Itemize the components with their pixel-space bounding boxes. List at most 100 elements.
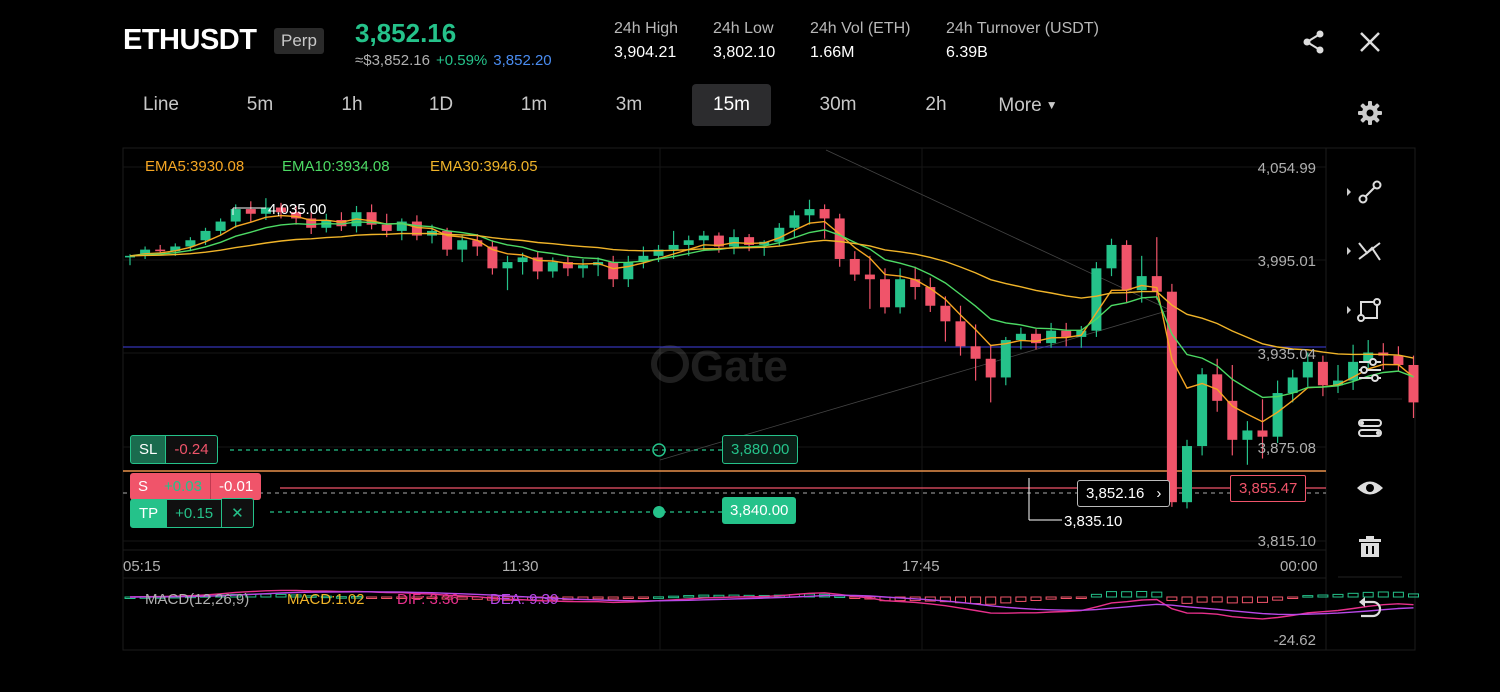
tab-3m[interactable]: 3m [615, 94, 643, 115]
tp-price-tag[interactable]: 3,840.00 [722, 497, 797, 524]
y-tick: 3,815.10 [1258, 533, 1316, 550]
candle-body [1091, 268, 1102, 331]
caret-down-icon: ▼ [1045, 98, 1058, 112]
magnet-tool-icon[interactable] [1345, 408, 1395, 448]
tp-order-tag[interactable]: TP +0.15 ✕ [130, 498, 254, 528]
candle-body [336, 219, 347, 227]
gridlines [123, 148, 1326, 650]
candle [1212, 358, 1223, 412]
candle-body [1046, 330, 1057, 344]
x-tick: 05:15 [123, 558, 161, 575]
macd-bar [1196, 596, 1208, 603]
candle [1317, 355, 1328, 397]
candle-body [1302, 361, 1313, 378]
mark-price: 3,852.20 [493, 52, 552, 69]
candle [955, 305, 966, 356]
candle-body [819, 209, 830, 219]
low-marker: 3,835.10 [1028, 478, 1122, 530]
candle-body [502, 262, 513, 269]
sl-price-tag[interactable]: 3,880.00 [722, 435, 799, 464]
candle [683, 235, 694, 256]
candle-body [517, 257, 528, 263]
y-tick: 3,995.01 [1258, 253, 1316, 270]
candle [1197, 368, 1208, 456]
candle-body [457, 240, 468, 250]
dif-value: DIF: 3.36 [397, 591, 459, 608]
ema10-legend[interactable]: EMA10:3934.08 [282, 158, 390, 175]
candle [1031, 329, 1041, 350]
tp-label: TP [130, 499, 168, 528]
macd-bar [1090, 593, 1102, 598]
ema5-legend[interactable]: EMA5:3930.08 [145, 158, 244, 175]
close-icon[interactable] [1356, 28, 1384, 56]
line-tool-icon[interactable] [1345, 172, 1395, 212]
dea-value: DEA: 9.39 [490, 591, 558, 608]
current-price-tag[interactable]: 3,852.16 › [1077, 480, 1171, 507]
tab-1d[interactable]: 1D [428, 94, 454, 115]
short-pnl: +0.03 [156, 473, 210, 500]
tp-cancel-icon[interactable]: ✕ [222, 498, 254, 528]
candle [1393, 346, 1404, 372]
undo-icon[interactable] [1345, 588, 1395, 628]
candle-body [789, 215, 800, 228]
tab-1h[interactable]: 1h [341, 94, 363, 115]
candle-body [1061, 330, 1072, 337]
ema10-line [129, 221, 1414, 399]
tab-more[interactable]: More ▼ [988, 84, 1068, 126]
macd-bar [1317, 594, 1329, 598]
macd-bar [1151, 591, 1163, 598]
candle-body [291, 212, 302, 219]
candle-body [366, 212, 377, 225]
candle-body [396, 221, 407, 231]
candle [215, 218, 226, 236]
candle-body [1257, 430, 1268, 437]
indicator-settings-icon[interactable] [1345, 350, 1395, 390]
tab-1m[interactable]: 1m [520, 94, 548, 115]
stat-label: 24h Turnover (USDT) [946, 20, 1099, 37]
macd-bar [1030, 596, 1042, 601]
tab-15m[interactable]: 15m [692, 84, 771, 126]
position-price-tag[interactable]: 3,855.47 [1230, 475, 1307, 502]
macd-bar [366, 596, 378, 599]
candle-body [638, 255, 649, 263]
candle [487, 240, 498, 275]
macd-bar [592, 596, 604, 600]
tp-handle[interactable] [653, 506, 665, 518]
stat-label: 24h Vol (ETH) [810, 20, 911, 37]
candle [1182, 439, 1192, 509]
macd-bar [713, 594, 725, 598]
candle [608, 255, 619, 288]
tab-30m[interactable]: 30m [819, 94, 857, 115]
candle [457, 235, 468, 263]
eye-icon[interactable] [1345, 468, 1395, 508]
shape-tool-icon[interactable] [1345, 290, 1395, 330]
candle [140, 246, 151, 259]
candle [638, 246, 649, 269]
symbol-title[interactable]: ETHUSDT [123, 24, 257, 56]
candle-body [170, 246, 181, 252]
more-label: More [998, 95, 1042, 116]
gear-icon[interactable] [1356, 99, 1384, 127]
low-marker-text: 3,835.10 [1064, 513, 1122, 530]
macd-title: MACD(12,26,9) [145, 591, 249, 608]
share-icon[interactable] [1300, 28, 1328, 56]
candle [1106, 238, 1117, 277]
trend-tool-icon[interactable] [1345, 231, 1395, 271]
tab-5m[interactable]: 5m [246, 94, 274, 115]
macd-bar [1226, 596, 1238, 604]
candle [1061, 322, 1072, 347]
candle [925, 277, 936, 312]
tab-line[interactable]: Line [143, 94, 179, 115]
sl-order-tag[interactable]: SL -0.24 [130, 435, 218, 464]
sl-handle[interactable] [652, 443, 666, 457]
macd-bar [1332, 593, 1344, 598]
tab-2h[interactable]: 2h [925, 94, 947, 115]
candle-body [940, 305, 951, 322]
trash-icon[interactable] [1345, 528, 1395, 568]
candle-body [1015, 333, 1026, 341]
short-order-tag[interactable]: S +0.03 -0.01 [130, 473, 262, 500]
macd-bar [441, 596, 453, 600]
macd-bar [1362, 591, 1374, 598]
ema30-legend[interactable]: EMA30:3946.05 [430, 158, 538, 175]
